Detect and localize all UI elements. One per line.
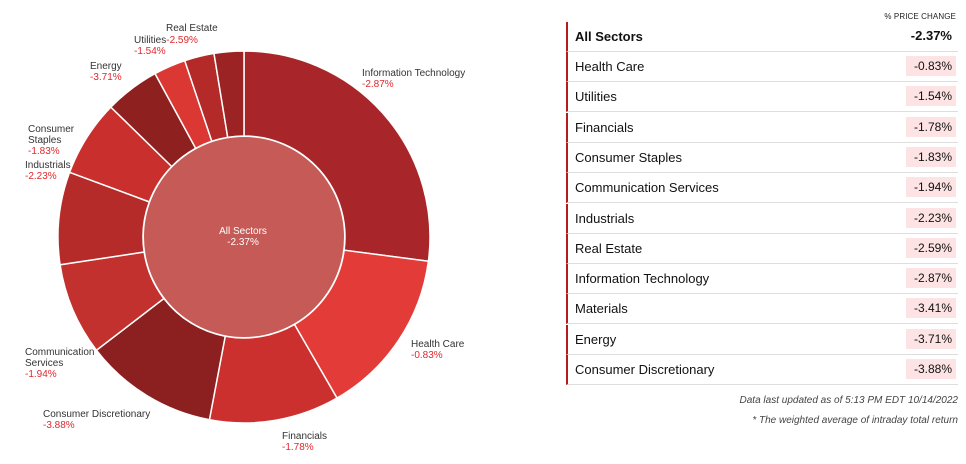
row-name: Communication Services	[575, 180, 719, 196]
label-financials: Financials -1.78%	[282, 431, 328, 453]
table-row[interactable]: Consumer Discretionary -3.88%	[566, 355, 958, 385]
label-utilities: Utilities-2.59% -1.54%	[134, 35, 198, 57]
row-name: Real Estate	[575, 240, 643, 256]
row-name: Consumer Discretionary	[575, 362, 715, 377]
table-row[interactable]: Utilities -1.54%	[566, 82, 958, 113]
table-row[interactable]: Materials -3.41%	[566, 294, 958, 325]
label-health-care: Health Care -0.83%	[411, 339, 465, 361]
label-consumer-discretionary: Consumer Discretionary -3.88%	[43, 409, 151, 431]
table-row[interactable]: Real Estate -2.59%	[566, 233, 958, 264]
segment-materials[interactable]	[213, 50, 245, 139]
row-name: Energy	[575, 331, 617, 347]
row-value: -2.87%	[905, 268, 956, 289]
label-communication-services: Communication Services -1.94%	[25, 347, 95, 380]
table-row[interactable]: Consumer Staples -1.83%	[566, 142, 958, 173]
center-value: -2.37%	[227, 237, 259, 248]
label-real-estate: Real Estate	[166, 23, 218, 34]
row-value: -2.37%	[910, 28, 952, 43]
center-title: All Sectors	[219, 226, 267, 237]
row-value: -3.71%	[905, 328, 956, 349]
row-value: -3.88%	[905, 359, 956, 379]
table-row-total[interactable]: All Sectors -2.37%	[566, 22, 958, 52]
table-row[interactable]: Communication Services -1.94%	[566, 173, 958, 204]
updated-footnote: Data last updated as of 5:13 PM EDT 10/1…	[739, 395, 958, 406]
row-name: Information Technology	[575, 271, 710, 287]
row-name: Utilities	[575, 89, 617, 105]
table-row[interactable]: Energy -3.71%	[566, 324, 958, 355]
table-row[interactable]: Information Technology -2.87%	[566, 264, 958, 295]
row-value: -0.83%	[905, 56, 956, 76]
row-name: Health Care	[575, 59, 645, 74]
row-value: -2.23%	[905, 207, 956, 228]
row-value: -1.78%	[905, 116, 956, 137]
segment-information-technology[interactable]	[243, 50, 431, 263]
row-name: Consumer Staples	[575, 149, 682, 165]
center-circle[interactable]	[144, 137, 344, 337]
row-value: -1.54%	[905, 86, 956, 107]
table-row[interactable]: Health Care -0.83%	[566, 52, 958, 82]
donut-svg	[57, 50, 431, 424]
label-consumer-staples: Consumer Staples -1.83%	[28, 124, 75, 157]
label-energy: Energy -3.71%	[90, 61, 122, 83]
table-row[interactable]: Industrials -2.23%	[566, 203, 958, 234]
row-value: -1.83%	[905, 146, 956, 167]
label-information-technology: Information Technology -2.87%	[362, 68, 466, 90]
row-name: Financials	[575, 119, 634, 135]
table-row[interactable]: Financials -1.78%	[566, 112, 958, 143]
row-value: -3.41%	[905, 298, 956, 319]
row-value: -1.94%	[905, 177, 956, 198]
column-header: % PRICE CHANGE	[884, 12, 956, 21]
weighting-footnote: * The weighted average of intraday total…	[752, 415, 958, 426]
row-value: -2.59%	[905, 237, 956, 258]
row-name: Industrials	[575, 210, 635, 226]
row-name: Materials	[575, 301, 628, 317]
label-industrials: Industrials -2.23%	[25, 160, 71, 182]
sector-donut-chart: All Sectors -2.37% Information Technolog…	[25, 23, 466, 453]
center-label: All Sectors -2.37%	[219, 226, 267, 248]
row-name: All Sectors	[575, 29, 643, 44]
